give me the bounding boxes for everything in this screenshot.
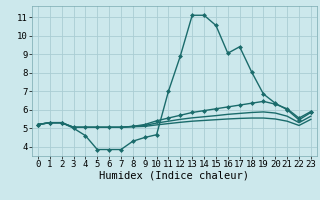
- X-axis label: Humidex (Indice chaleur): Humidex (Indice chaleur): [100, 171, 249, 181]
